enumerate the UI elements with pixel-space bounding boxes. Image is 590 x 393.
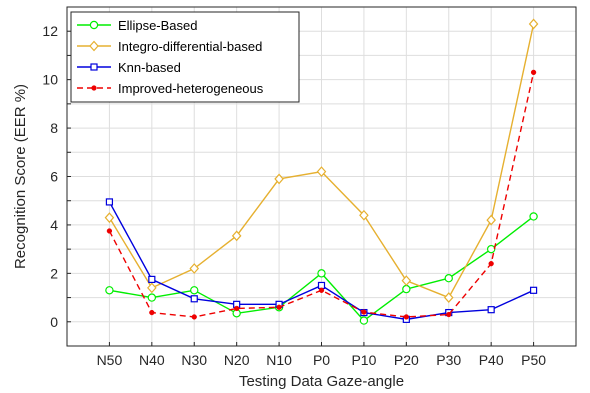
data-point [362, 310, 367, 315]
data-point [149, 276, 155, 282]
data-point [488, 307, 494, 313]
data-point [404, 315, 409, 320]
data-point [445, 275, 452, 282]
x-tick-label: N40 [139, 352, 165, 368]
x-tick-label: P20 [394, 352, 419, 368]
data-point [446, 312, 451, 317]
data-point [277, 305, 282, 310]
data-point [531, 70, 536, 75]
data-point [488, 246, 495, 253]
y-tick-label: 2 [50, 265, 58, 281]
data-point [191, 287, 198, 294]
legend-label: Knn-based [118, 60, 181, 75]
data-point [531, 287, 537, 293]
data-point [403, 285, 410, 292]
x-tick-label: P30 [436, 352, 461, 368]
legend-label: Integro-differential-based [118, 39, 262, 54]
x-tick-label: P10 [351, 352, 376, 368]
legend-label: Improved-heterogeneous [118, 81, 264, 96]
y-axis-label: Recognition Score (EER %) [12, 84, 29, 269]
data-point [487, 216, 495, 225]
data-point [190, 264, 198, 273]
legend-swatch-marker [91, 64, 97, 70]
x-tick-label: N20 [224, 352, 250, 368]
x-tick-label: P40 [479, 352, 504, 368]
legend-label: Ellipse-Based [118, 18, 198, 33]
data-point [192, 315, 197, 320]
data-point [106, 287, 113, 294]
data-point [234, 306, 239, 311]
data-point [191, 296, 197, 302]
data-point [148, 294, 155, 301]
data-point [360, 317, 367, 324]
x-axis-label: Testing Data Gaze-angle [239, 373, 404, 390]
data-point [318, 270, 325, 277]
y-tick-label: 8 [50, 120, 58, 136]
y-tick-label: 12 [42, 23, 58, 39]
data-point [148, 283, 156, 292]
x-tick-label: P50 [521, 352, 546, 368]
x-tick-label: N50 [97, 352, 123, 368]
data-point [107, 229, 112, 234]
y-tick-label: 6 [50, 169, 58, 185]
data-point [530, 19, 538, 28]
data-point [319, 282, 325, 288]
x-tick-label: P0 [313, 352, 330, 368]
y-tick-label: 4 [50, 217, 58, 233]
x-tick-label: N30 [181, 352, 207, 368]
y-tick-label: 10 [42, 72, 58, 88]
legend: Ellipse-Based Integro-differential-based K… [71, 12, 299, 102]
data-point [106, 199, 112, 205]
legend-swatch-marker [90, 21, 97, 28]
data-point [530, 213, 537, 220]
data-point [489, 261, 494, 266]
data-point [105, 213, 113, 222]
y-tick-label: 0 [50, 314, 58, 330]
data-point [445, 293, 453, 302]
data-point [149, 310, 154, 315]
data-point [319, 288, 324, 293]
legend-swatch-marker [92, 86, 97, 91]
x-tick-label: N10 [266, 352, 292, 368]
